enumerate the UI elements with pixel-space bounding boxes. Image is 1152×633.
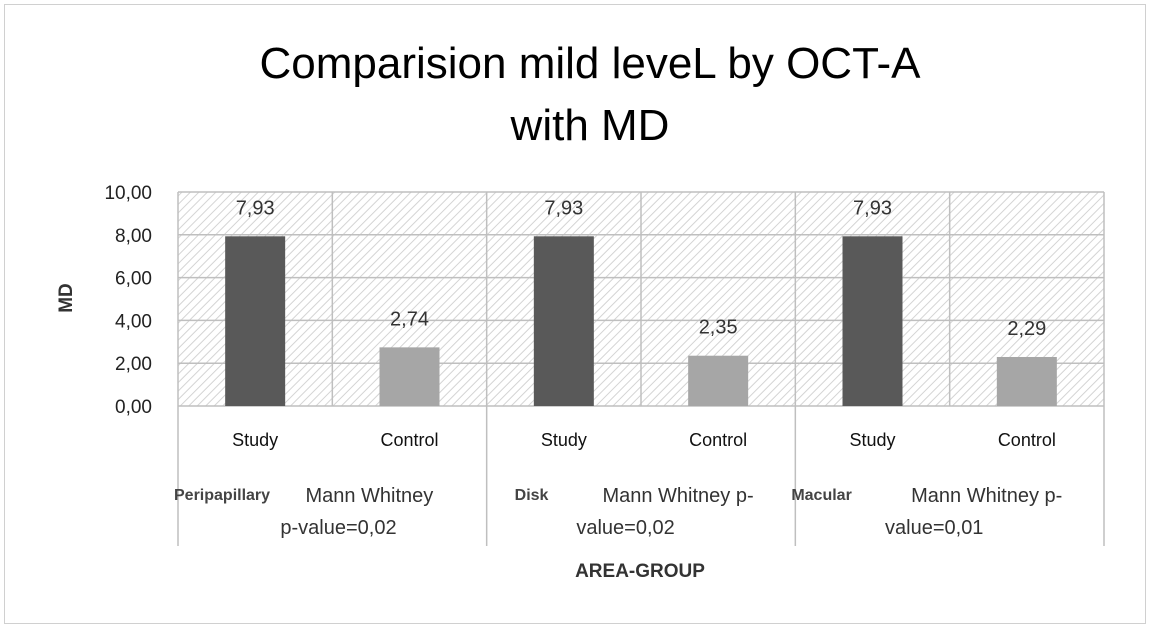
data-label: 7,93 <box>544 197 583 219</box>
y-tick-label: 10,00 <box>104 183 152 204</box>
p-value-note-line-2: value=0,02 <box>576 517 674 539</box>
data-label: 7,93 <box>236 197 275 219</box>
plot-area: 0,00 2,00 4,00 6,00 8,00 10,00 7,93 Study 2,74 Co… <box>104 183 1105 546</box>
data-label: 7,93 <box>853 197 892 219</box>
p-value-note-line-1: Mann Whitney p- <box>911 485 1062 507</box>
bar-control <box>379 347 440 406</box>
bar-study <box>533 236 594 406</box>
data-label: 2,35 <box>699 317 738 339</box>
category-label: Control <box>689 430 747 450</box>
category-label: Control <box>380 430 438 450</box>
bar-study <box>225 236 286 406</box>
p-value-note-line-2: value=0,01 <box>885 517 983 539</box>
p-value-note-line-1: Mann Whitney p- <box>602 485 753 507</box>
bar-control <box>996 356 1057 406</box>
group-label: Macular <box>791 487 851 504</box>
bar-control <box>688 355 749 406</box>
y-axis-label: MD <box>56 283 77 313</box>
category-label: Study <box>232 430 278 450</box>
y-tick-label: 6,00 <box>115 269 152 290</box>
category-label: Study <box>541 430 587 450</box>
category-label: Control <box>998 430 1056 450</box>
bar-study <box>842 236 903 406</box>
category-label: Study <box>849 430 895 450</box>
chart-title-line-2: with MD <box>510 101 670 150</box>
chart-frame <box>4 4 1146 624</box>
p-value-note-line-1: Mann Whitney <box>305 485 433 507</box>
chart-title-line-1: Comparision mild leveL by OCT-A <box>259 39 921 88</box>
y-tick-label: 4,00 <box>115 311 152 332</box>
data-label: 2,74 <box>390 308 429 330</box>
y-tick-label: 2,00 <box>115 354 152 375</box>
group-label: Disk <box>515 487 549 504</box>
data-label: 2,29 <box>1007 318 1046 340</box>
x-axis-label: AREA-GROUP <box>575 561 705 582</box>
group-label: Peripapillary <box>174 487 270 504</box>
p-value-note-line-2: p-value=0,02 <box>280 517 396 539</box>
y-tick-label: 8,00 <box>115 226 152 247</box>
y-tick-label: 0,00 <box>115 397 152 418</box>
